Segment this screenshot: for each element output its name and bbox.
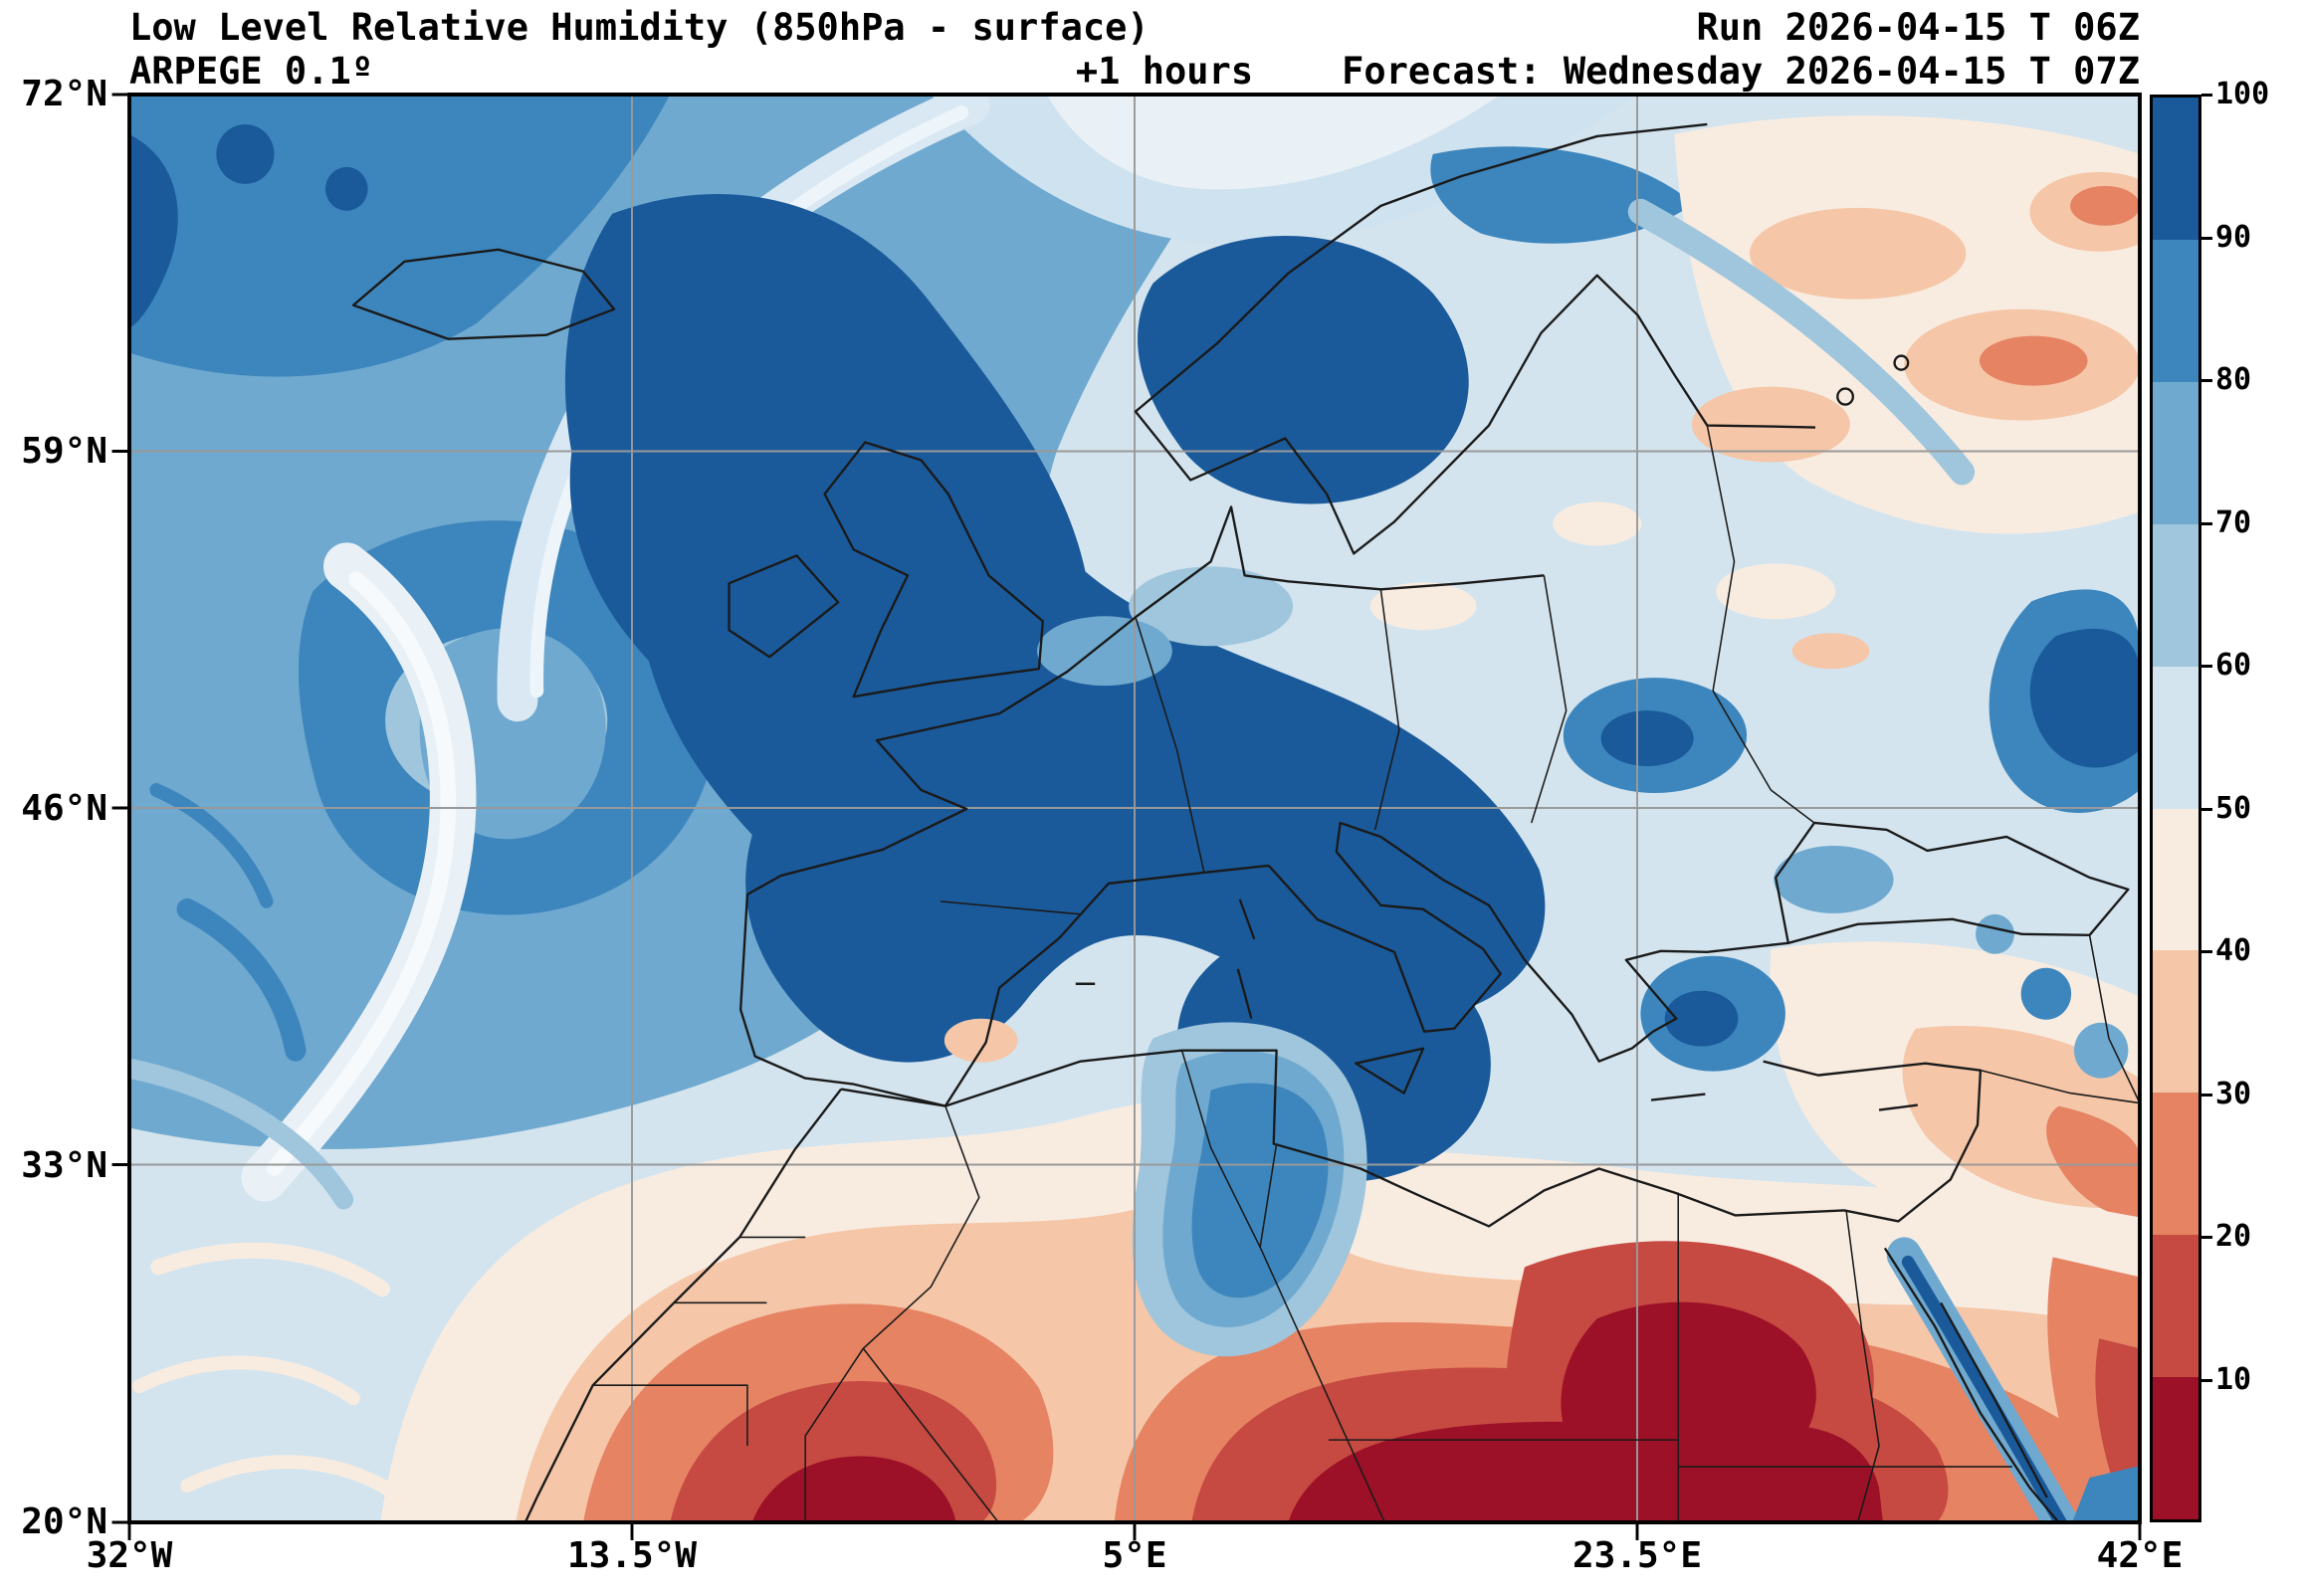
colorbar-segment-90-100	[2153, 98, 2198, 240]
lead-time-label: +1 hours	[1075, 50, 1254, 93]
lat-tick-label: 33°N	[21, 1145, 107, 1186]
colorbar-tick-mark	[2201, 665, 2212, 668]
colorbar-tick-mark	[2201, 1236, 2212, 1239]
colorbar-segment-40-50	[2153, 808, 2198, 951]
colorbar-tick-label: 50	[2215, 790, 2252, 826]
lat-tick-label: 72°N	[21, 74, 107, 114]
lon-tick-label: 13.5°W	[566, 1535, 698, 1576]
model-label: ARPEGE 0.1º	[129, 50, 374, 93]
lon-tick-label: 5°E	[1102, 1535, 1167, 1576]
colorbar-segment-0-10	[2153, 1377, 2198, 1520]
colorbar-tick-label: 40	[2215, 933, 2252, 968]
map-plot-area	[111, 93, 2142, 1540]
colorbar-segment-60-70	[2153, 523, 2198, 667]
colorbar-swatches	[2153, 98, 2198, 1520]
border-layer	[592, 425, 2140, 1522]
colorbar-tick-mark	[2201, 1378, 2212, 1382]
humidity-map	[111, 93, 2142, 1540]
colorbar-tick-mark	[2201, 1093, 2212, 1097]
forecast-label: Forecast: Wednesday 2026-04-15 T 07Z	[1342, 50, 2140, 93]
colorbar-tick-label: 100	[2215, 77, 2270, 111]
colorbar-tick-mark	[2201, 521, 2212, 525]
colorbar-segment-10-20	[2153, 1235, 2198, 1378]
page-title: Low Level Relative Humidity (850hPa - su…	[129, 6, 1150, 49]
lat-tick-label: 46°N	[21, 788, 107, 829]
lon-tick-label: 42°E	[2096, 1535, 2184, 1576]
colorbar-tick-label: 20	[2215, 1219, 2252, 1254]
colorbar-tick-mark	[2201, 950, 2212, 953]
lon-tick-label: 23.5°E	[1571, 1535, 1703, 1576]
colorbar-tick-mark	[2201, 379, 2212, 382]
colorbar-tick-label: 90	[2215, 219, 2252, 255]
colorbar-tick-mark	[2201, 807, 2212, 811]
map-frame	[111, 93, 2142, 1540]
colorbar-segment-20-30	[2153, 1093, 2198, 1236]
colorbar-tick-label: 80	[2215, 362, 2252, 397]
colorbar-tick-label: 60	[2215, 648, 2252, 683]
colorbar-segment-50-60	[2153, 666, 2198, 809]
colorbar-segment-30-40	[2153, 950, 2198, 1094]
colorbar	[2150, 95, 2201, 1522]
colorbar-segment-80-90	[2153, 239, 2198, 382]
colorbar-tick-label: 70	[2215, 504, 2252, 540]
colorbar-tick-label: 30	[2215, 1076, 2252, 1111]
run-label: Run 2026-04-15 T 06Z	[1696, 6, 2140, 49]
lon-tick-label: 32°W	[86, 1535, 173, 1576]
lat-tick-label: 59°N	[21, 431, 107, 472]
colorbar-tick-mark	[2201, 236, 2212, 240]
lat-tick-label: 20°N	[21, 1501, 107, 1542]
colorbar-tick-mark	[2201, 94, 2212, 97]
grid-layer	[129, 95, 2140, 1522]
colorbar-tick-label: 10	[2215, 1361, 2252, 1397]
colorbar-segment-70-80	[2153, 381, 2198, 524]
